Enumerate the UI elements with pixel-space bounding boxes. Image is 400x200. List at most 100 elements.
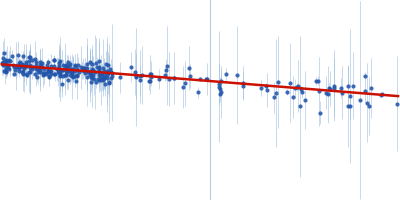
- Point: [317, 111, 324, 114]
- Point: [89, 62, 95, 65]
- Point: [16, 70, 22, 73]
- Point: [5, 59, 12, 62]
- Point: [62, 64, 68, 68]
- Point: [2, 69, 8, 72]
- Point: [55, 62, 62, 65]
- Point: [44, 70, 51, 73]
- Point: [394, 102, 400, 105]
- Point: [29, 68, 35, 71]
- Point: [37, 60, 44, 64]
- Point: [40, 74, 46, 77]
- Point: [94, 77, 101, 80]
- Point: [65, 60, 72, 63]
- Point: [98, 72, 105, 75]
- Point: [58, 83, 65, 86]
- Point: [15, 53, 21, 56]
- Point: [364, 101, 371, 104]
- Point: [55, 68, 61, 71]
- Point: [57, 72, 63, 75]
- Point: [98, 78, 104, 82]
- Point: [102, 76, 108, 79]
- Point: [36, 68, 43, 72]
- Point: [78, 66, 85, 69]
- Point: [56, 73, 63, 76]
- Point: [273, 91, 280, 94]
- Point: [284, 91, 290, 94]
- Point: [217, 88, 224, 91]
- Point: [26, 70, 33, 73]
- Point: [163, 68, 170, 71]
- Point: [4, 63, 10, 67]
- Point: [331, 84, 338, 87]
- Point: [100, 76, 107, 80]
- Point: [72, 69, 78, 72]
- Point: [40, 72, 47, 75]
- Point: [138, 73, 145, 77]
- Point: [32, 73, 38, 76]
- Point: [295, 85, 302, 88]
- Point: [222, 73, 229, 76]
- Point: [87, 70, 94, 73]
- Point: [43, 72, 49, 75]
- Point: [264, 89, 270, 92]
- Point: [74, 74, 80, 77]
- Point: [74, 68, 80, 71]
- Point: [87, 71, 93, 74]
- Point: [2, 62, 8, 66]
- Point: [27, 56, 33, 59]
- Point: [66, 62, 73, 66]
- Point: [24, 73, 30, 76]
- Point: [41, 67, 47, 70]
- Point: [89, 77, 96, 80]
- Point: [51, 64, 57, 67]
- Point: [331, 86, 338, 89]
- Point: [0, 61, 6, 64]
- Point: [100, 69, 107, 73]
- Point: [133, 75, 139, 78]
- Point: [34, 66, 40, 69]
- Point: [82, 66, 89, 69]
- Point: [107, 70, 114, 73]
- Point: [11, 68, 18, 72]
- Point: [60, 68, 66, 72]
- Point: [96, 67, 102, 70]
- Point: [46, 76, 53, 79]
- Point: [171, 76, 177, 79]
- Point: [32, 63, 39, 66]
- Point: [106, 68, 113, 71]
- Point: [82, 71, 88, 75]
- Point: [66, 65, 72, 68]
- Point: [62, 69, 69, 73]
- Point: [6, 67, 12, 70]
- Point: [234, 74, 240, 77]
- Point: [101, 77, 108, 80]
- Point: [3, 58, 10, 61]
- Point: [195, 91, 202, 94]
- Point: [0, 57, 6, 60]
- Point: [133, 74, 139, 78]
- Point: [240, 84, 246, 88]
- Point: [16, 65, 22, 68]
- Point: [54, 67, 60, 70]
- Point: [56, 59, 63, 63]
- Point: [298, 91, 305, 94]
- Point: [76, 70, 82, 74]
- Point: [68, 69, 75, 72]
- Point: [108, 71, 115, 74]
- Point: [0, 61, 6, 65]
- Point: [70, 69, 76, 72]
- Point: [362, 90, 368, 93]
- Point: [290, 95, 296, 98]
- Point: [104, 73, 110, 77]
- Point: [216, 82, 222, 85]
- Point: [3, 70, 10, 73]
- Point: [324, 93, 331, 96]
- Point: [338, 86, 344, 89]
- Point: [44, 61, 51, 64]
- Point: [42, 71, 48, 74]
- Point: [21, 65, 28, 68]
- Point: [105, 63, 112, 66]
- Point: [45, 68, 52, 71]
- Point: [109, 74, 116, 77]
- Point: [51, 58, 57, 62]
